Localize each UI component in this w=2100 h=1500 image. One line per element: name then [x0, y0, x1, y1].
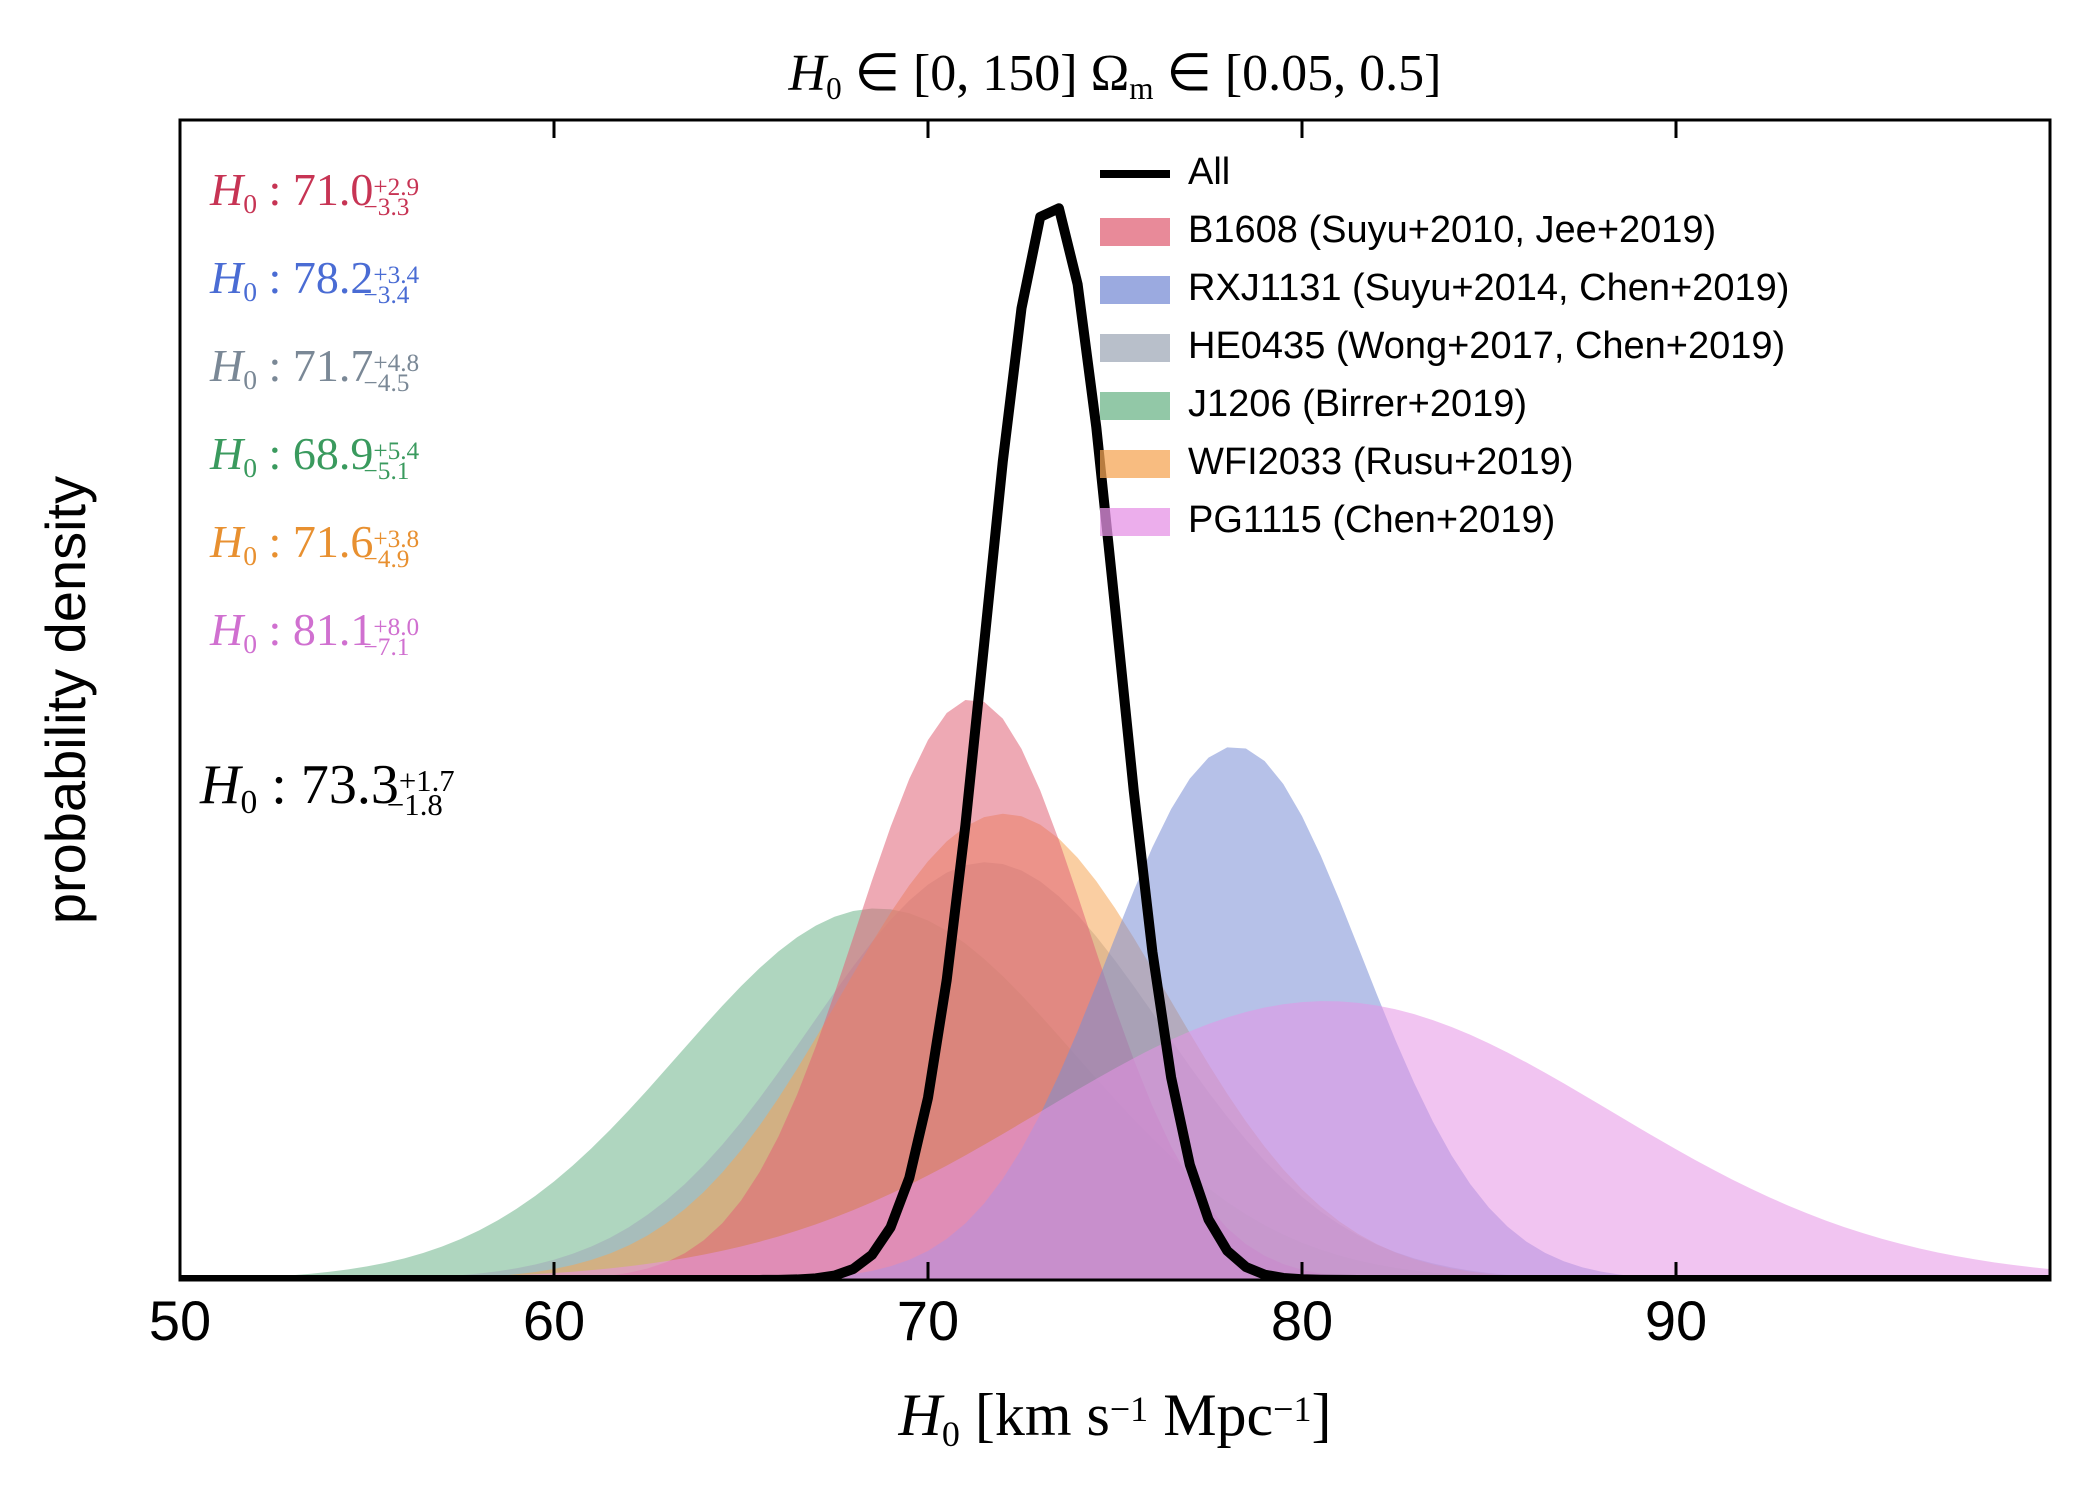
xtick-label: 60 [523, 1289, 585, 1352]
xtick-label: 80 [1271, 1289, 1333, 1352]
legend-label: J1206 (Birrer+2019) [1188, 383, 1527, 425]
legend-label: HE0435 (Wong+2017, Chen+2019) [1188, 325, 1785, 367]
legend: All B1608 (Suyu+2010, Jee+2019) RXJ1131 (S… [1100, 151, 1789, 541]
measurement-label: H0 : 68.9+5.4−5.1 [209, 428, 420, 485]
measurement-label: H0 : 71.6+3.8−4.9 [209, 516, 419, 573]
measurement-label: H0 : 73.3+1.7−1.8 [199, 754, 455, 822]
legend-swatch [1100, 392, 1170, 420]
xtick-label: 50 [149, 1289, 211, 1352]
measurement-label: H0 : 78.2+3.4−3.4 [209, 252, 420, 309]
legend-swatch [1100, 276, 1170, 304]
legend-label: PG1115 (Chen+2019) [1188, 499, 1555, 541]
legend-swatch [1100, 450, 1170, 478]
h0-posterior-chart: 50 60 70 80 90 H0 [km s−1 Mpc−1] probability d… [0, 0, 2100, 1500]
legend-label: WFI2033 (Rusu+2019) [1188, 441, 1573, 483]
legend-label: B1608 (Suyu+2010, Jee+2019) [1188, 209, 1716, 251]
legend-swatch [1100, 218, 1170, 246]
legend-swatch [1100, 508, 1170, 536]
legend-label: All [1188, 151, 1230, 193]
svg-text:H0 [km s−1 Mpc−1]: H0 [km s−1 Mpc−1] [898, 1382, 1332, 1454]
yaxis-label: probability density [34, 476, 97, 924]
xtick-label: 70 [897, 1289, 959, 1352]
legend-label: RXJ1131 (Suyu+2014, Chen+2019) [1188, 267, 1789, 309]
chart-title: H0 ∈ [0, 150] Ωm ∈ [0.05, 0.5] [788, 45, 1442, 106]
measurement-label: H0 : 71.7+4.8−4.5 [209, 340, 419, 397]
legend-swatch [1100, 334, 1170, 362]
chart-svg: 50 60 70 80 90 H0 [km s−1 Mpc−1] probability d… [0, 0, 2100, 1500]
xaxis-label: H0 [km s−1 Mpc−1] [898, 1382, 1332, 1454]
measurement-label: H0 : 81.1+8.0−7.1 [209, 604, 419, 661]
xtick-label: 90 [1645, 1289, 1707, 1352]
measurement-label: H0 : 71.0+2.9−3.3 [209, 164, 419, 221]
